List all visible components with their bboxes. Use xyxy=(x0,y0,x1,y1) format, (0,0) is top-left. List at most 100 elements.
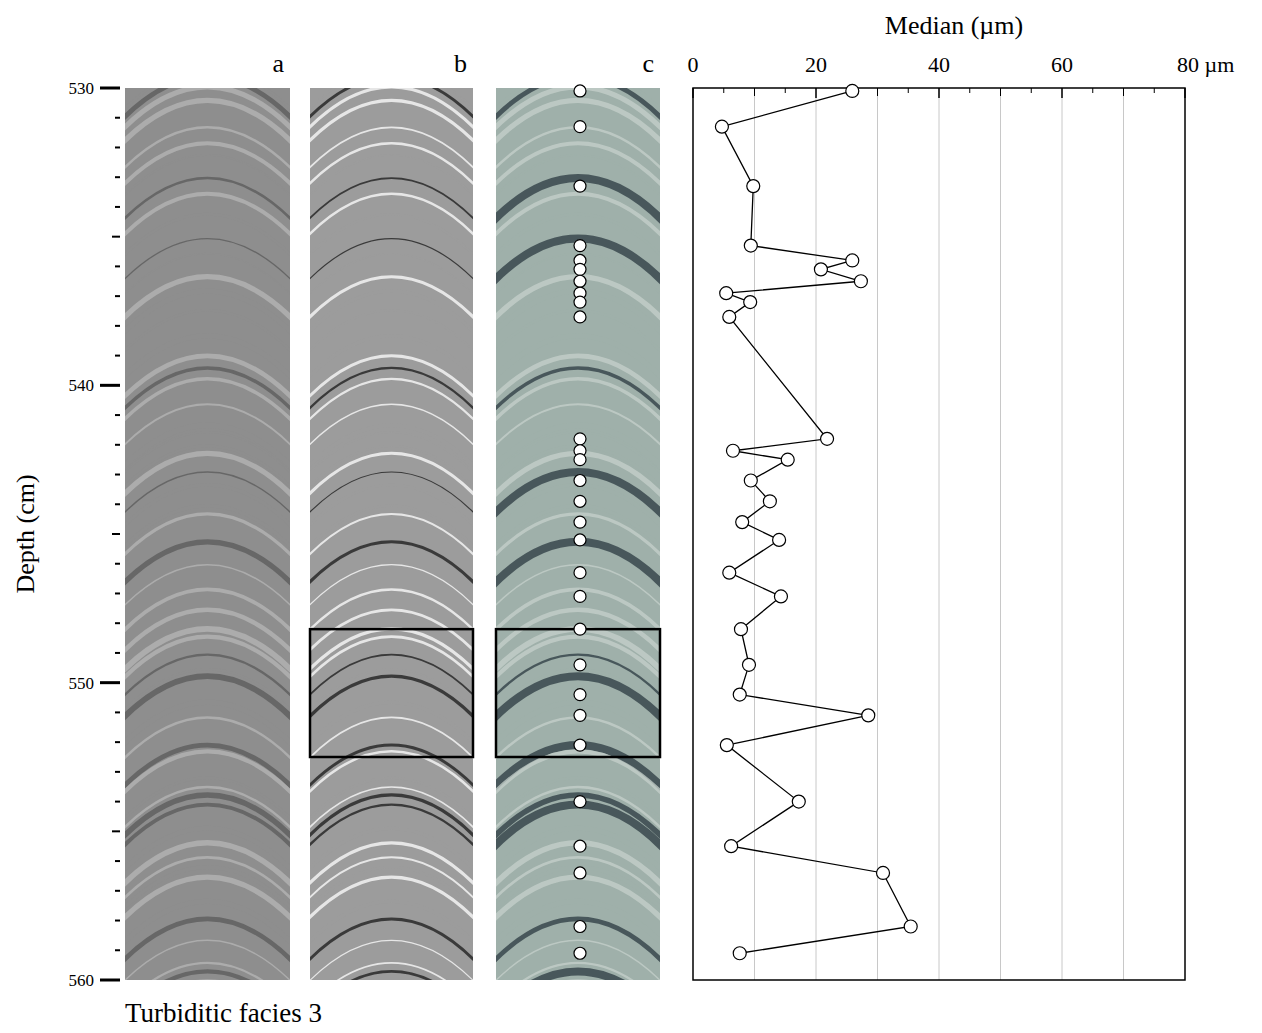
data-point xyxy=(725,840,738,853)
core-layer xyxy=(310,368,473,413)
core-layer xyxy=(125,379,290,424)
data-point xyxy=(720,739,733,752)
core-layer xyxy=(496,565,660,610)
core-layer xyxy=(310,702,473,747)
core-layer xyxy=(496,100,660,145)
core-layer xyxy=(125,143,290,188)
y-tick xyxy=(100,979,120,982)
y-minor-tick xyxy=(115,444,120,446)
data-point xyxy=(742,658,755,671)
sample-location xyxy=(574,840,586,852)
data-point xyxy=(854,275,867,288)
core-layer xyxy=(125,795,290,840)
data-point xyxy=(774,590,787,603)
data-point xyxy=(877,866,890,879)
y-tick xyxy=(100,681,120,684)
data-point xyxy=(792,795,805,808)
y-minor-tick xyxy=(115,295,120,297)
y-minor-tick xyxy=(112,830,120,832)
core-layer xyxy=(310,867,473,912)
data-point xyxy=(723,566,736,579)
x-tick-label: 40 xyxy=(928,52,950,77)
data-point xyxy=(744,239,757,252)
core-layer xyxy=(310,178,473,223)
core-layer xyxy=(310,940,473,980)
y-tick xyxy=(100,384,120,387)
panel-label: b xyxy=(454,49,467,78)
core-layer xyxy=(125,214,290,259)
data-point xyxy=(723,310,736,323)
sample-location xyxy=(574,263,586,275)
sample-location xyxy=(574,867,586,879)
core-layer xyxy=(496,867,660,912)
y-minor-tick xyxy=(115,741,120,743)
core-layer xyxy=(310,143,473,188)
x-axis-title: Median (µm) xyxy=(885,11,1023,40)
y-minor-tick xyxy=(115,860,120,862)
x-tick xyxy=(815,88,817,98)
core-layer xyxy=(310,100,473,145)
core-layer xyxy=(125,194,290,239)
panel-label: c xyxy=(642,49,654,78)
sample-location xyxy=(574,433,586,445)
core-image xyxy=(496,88,660,980)
grid-line-minor xyxy=(1000,88,1001,980)
y-minor-tick xyxy=(115,801,120,803)
core-image xyxy=(125,88,290,980)
core-layer xyxy=(125,717,290,762)
data-point xyxy=(726,444,739,457)
data-point xyxy=(733,947,746,960)
core-highlight-box xyxy=(496,629,660,757)
core-layer xyxy=(125,472,290,517)
core-layer xyxy=(125,971,290,980)
core-layer xyxy=(310,472,473,517)
core-layer xyxy=(125,676,290,721)
y-minor-tick xyxy=(115,325,120,327)
core-layer xyxy=(310,971,473,980)
core-layer xyxy=(125,310,290,355)
core-layer xyxy=(496,485,660,530)
y-minor-tick xyxy=(112,236,120,238)
core-layer xyxy=(310,843,473,888)
caption: Turbiditic facies 3 xyxy=(125,998,322,1028)
y-minor-tick xyxy=(115,771,120,773)
y-minor-tick xyxy=(115,711,120,713)
data-point xyxy=(862,709,875,722)
y-minor-tick xyxy=(115,622,120,624)
data-point xyxy=(736,516,749,529)
grid-line-minor xyxy=(1123,88,1124,980)
data-point xyxy=(715,120,728,133)
y-tick-label: 530 xyxy=(69,79,95,98)
data-point xyxy=(744,474,757,487)
grid-line-minor xyxy=(754,88,755,980)
x-tick-label: 20 xyxy=(805,52,827,77)
core-layer xyxy=(125,867,290,912)
y-tick-label: 540 xyxy=(69,376,95,395)
sample-location xyxy=(574,121,586,133)
sample-location xyxy=(574,623,586,635)
y-minor-tick xyxy=(115,206,120,208)
core-layer xyxy=(125,940,290,980)
core-layer xyxy=(310,795,473,840)
data-point xyxy=(814,263,827,276)
x-minor-tick xyxy=(877,88,878,96)
y-minor-tick xyxy=(115,890,120,892)
core-layer xyxy=(310,514,473,559)
y-axis-title: Depth (cm) xyxy=(11,474,40,593)
grid-line xyxy=(1062,88,1063,980)
core-layer xyxy=(125,919,290,964)
grid-line-minor xyxy=(877,88,878,980)
core-layer xyxy=(496,194,660,239)
sample-location xyxy=(574,454,586,466)
sample-location xyxy=(574,534,586,546)
x-tick-label: 60 xyxy=(1051,52,1073,77)
core-highlight-box xyxy=(310,629,473,757)
core-layer xyxy=(496,919,660,964)
core-layer xyxy=(496,379,660,424)
y-minor-tick xyxy=(112,533,120,535)
sample-location xyxy=(574,689,586,701)
sample-location xyxy=(574,516,586,528)
y-minor-tick xyxy=(115,355,120,357)
grid-line xyxy=(939,88,940,980)
core-layer xyxy=(310,717,473,762)
